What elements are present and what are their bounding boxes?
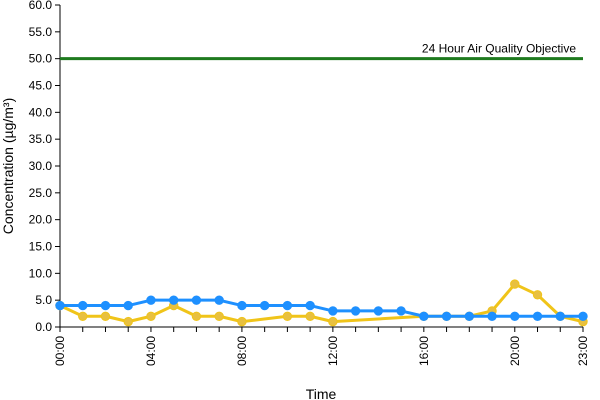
series-2-point (146, 295, 156, 305)
series-2-point (100, 300, 111, 311)
series-2-point (419, 311, 429, 321)
series-2-point (55, 300, 65, 311)
series-2-point (123, 300, 133, 311)
reference-line-label: 24 Hour Air Quality Objective (422, 42, 576, 56)
series-2-point (487, 311, 497, 321)
y-tick-label: 0.0 (35, 320, 52, 334)
series-2-point (305, 300, 315, 311)
y-tick-label: 40.0 (29, 105, 53, 119)
series-1-point (146, 311, 156, 321)
y-axis-title: Concentration (µg/m³) (0, 98, 16, 234)
y-tick-label: 15.0 (29, 240, 53, 254)
series-2-point (237, 300, 247, 311)
series-2-point (510, 311, 520, 321)
series-1-point (510, 279, 520, 289)
y-tick-label: 5.0 (35, 293, 52, 307)
series-1-point (328, 316, 338, 327)
x-tick-label: 12:00 (326, 336, 340, 366)
series-1-point (123, 316, 133, 327)
x-tick-label: 16:00 (417, 336, 431, 366)
x-tick-label: 20:00 (508, 336, 522, 366)
y-axis: 0.0 5.0 10.0 15.0 20.0 25.0 30.0 35.0 40.0 45.0 50… (29, 0, 61, 334)
series-2-point (350, 306, 361, 316)
series-1-point (532, 290, 543, 300)
series-1-point (191, 311, 202, 321)
series-2-point (464, 311, 475, 321)
series-2-point (555, 311, 565, 321)
x-tick-label: 04:00 (144, 336, 158, 366)
series-2-point (532, 311, 543, 321)
y-tick-label: 55.0 (29, 25, 53, 39)
series-2-point (78, 300, 88, 311)
series-2-point (168, 295, 179, 305)
series-2-point (578, 311, 588, 321)
x-axis: 00:00 04:00 08:00 12:00 16:00 20:00 23:00 (53, 326, 590, 366)
series-2-point (373, 306, 384, 316)
y-tick-label: 35.0 (29, 132, 53, 146)
x-axis-title: Time (306, 386, 337, 400)
y-tick-label: 10.0 (29, 266, 53, 280)
y-tick-label: 20.0 (29, 213, 53, 227)
x-tick-label: 00:00 (53, 336, 67, 366)
series-1-point (237, 316, 247, 327)
y-tick-label: 25.0 (29, 186, 53, 200)
series-1-point (305, 311, 315, 321)
y-tick-label: 50.0 (29, 52, 53, 66)
series-1-point (282, 311, 293, 321)
series-2-point (214, 295, 224, 305)
series-1-point (78, 311, 88, 321)
series-2-point (191, 295, 202, 305)
series-2-point (259, 300, 270, 311)
series-2-point (328, 306, 338, 316)
series-2-point (396, 306, 406, 316)
series-line-2 (60, 298, 583, 318)
reference-line-group: 24 Hour Air Quality Objective (60, 42, 583, 61)
series-2-point (441, 311, 452, 321)
y-tick-label: 30.0 (29, 159, 53, 173)
x-tick-label: 23:00 (576, 336, 590, 366)
x-tick-label: 08:00 (235, 336, 249, 366)
series-1-point (214, 311, 224, 321)
y-tick-label: 45.0 (29, 79, 53, 93)
y-tick-label: 60.0 (29, 0, 53, 12)
series-2-point (282, 300, 293, 311)
series-group (55, 279, 588, 327)
series-1-point (100, 311, 111, 321)
